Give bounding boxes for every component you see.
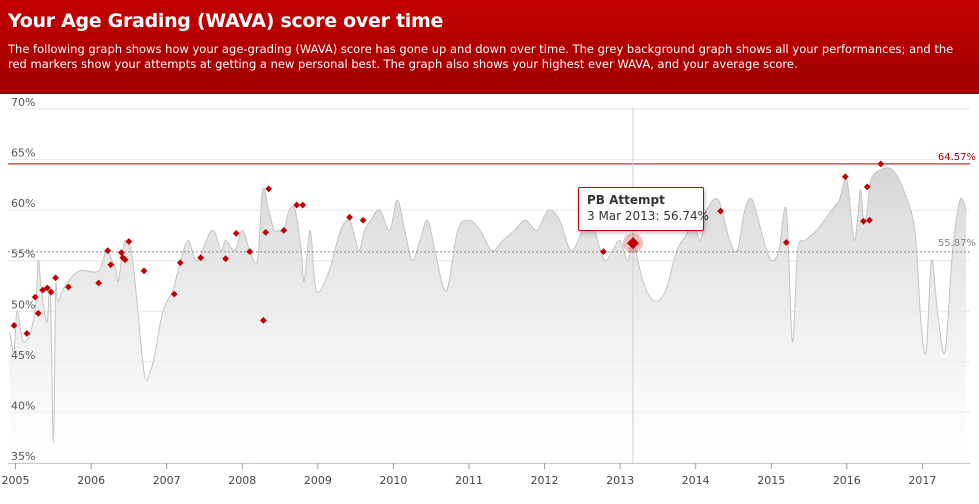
performance-area xyxy=(9,167,967,463)
x-tick-label: 2015 xyxy=(757,474,785,487)
x-tick-label: 2010 xyxy=(379,474,407,487)
x-tick-label: 2009 xyxy=(304,474,332,487)
wava-chart: 64.57% 55.87% 35% 40% 45% 50% 55% 60% 65% 70% 200… xyxy=(2,96,976,487)
pb-marker xyxy=(246,248,254,256)
pb-marker xyxy=(125,238,133,245)
pb-marker xyxy=(52,274,60,282)
pb-marker xyxy=(359,216,367,224)
pb-marker xyxy=(299,201,307,209)
y-tick-label: 35% xyxy=(11,450,35,463)
x-tick-label: 2013 xyxy=(606,474,634,487)
pb-marker xyxy=(176,259,184,267)
reference-lines: 64.57% 55.87% xyxy=(8,152,976,253)
pb-marker xyxy=(860,217,867,225)
pb-marker xyxy=(232,230,240,237)
x-tick-label: 2006 xyxy=(77,474,105,487)
max-wava-label: 64.57% xyxy=(938,152,976,163)
x-tick-label: 2012 xyxy=(531,474,559,487)
pb-marker xyxy=(119,254,127,262)
pb-marker xyxy=(265,185,273,193)
pb-marker xyxy=(197,254,205,262)
pb-marker xyxy=(117,249,125,257)
all-performances-area xyxy=(9,167,967,463)
pb-marker xyxy=(866,216,873,224)
y-tick-label: 55% xyxy=(11,248,35,261)
y-tick-label: 45% xyxy=(11,349,35,362)
pb-marker xyxy=(717,207,725,215)
pb-marker xyxy=(863,183,871,191)
x-tick-label: 2007 xyxy=(153,474,181,487)
pb-marker xyxy=(877,160,885,168)
x-tick-label: 2017 xyxy=(908,474,936,487)
pb-marker xyxy=(170,290,178,298)
axes: 35% 40% 45% 50% 55% 60% 65% 70% 2005 2006 2007 2008… xyxy=(2,96,970,487)
page-description: The following graph shows how your age-g… xyxy=(8,42,954,71)
pb-marker xyxy=(293,201,301,209)
pb-marker xyxy=(65,283,72,291)
performance-line xyxy=(9,167,967,444)
pb-marker xyxy=(140,267,148,275)
pb-marker xyxy=(222,255,230,263)
tooltip-date: 3 Mar 2013 xyxy=(587,209,656,223)
pb-marker xyxy=(841,173,849,181)
x-tick-label: 2008 xyxy=(228,474,256,487)
pb-markers xyxy=(10,160,885,337)
tooltip-value: 56.74% xyxy=(663,209,710,223)
pb-marker xyxy=(600,248,607,256)
pb-marker xyxy=(43,284,51,292)
pb-marker xyxy=(782,239,790,246)
pb-marker xyxy=(23,330,31,337)
page-title: Your Age Grading (WAVA) score over time xyxy=(8,10,444,32)
pb-marker xyxy=(107,261,115,269)
pb-marker xyxy=(121,256,129,264)
pb-marker xyxy=(104,247,112,254)
y-tick-label: 60% xyxy=(11,197,35,210)
pb-marker xyxy=(47,288,55,296)
x-tick-label: 2016 xyxy=(833,474,861,487)
tooltip-title: PB Attempt xyxy=(587,193,665,207)
pb-marker xyxy=(95,279,103,287)
y-tick-label: 65% xyxy=(11,147,35,160)
average-wava-label: 55.87% xyxy=(938,238,976,249)
x-tick-label: 2005 xyxy=(2,474,30,487)
pb-marker xyxy=(346,213,353,221)
pb-marker xyxy=(260,316,267,324)
pb-marker xyxy=(280,226,288,234)
y-tick-label: 70% xyxy=(11,96,35,109)
y-tick-label: 50% xyxy=(11,298,35,311)
page-header: Your Age Grading (WAVA) score over time … xyxy=(0,0,979,94)
pb-marker xyxy=(31,293,39,301)
pb-tooltip: PB Attempt 3 Mar 2013: 56.74% xyxy=(578,187,710,231)
y-tick-label: 40% xyxy=(11,399,35,412)
pb-marker xyxy=(10,322,18,329)
tooltip-body: 3 Mar 2013: 56.74% xyxy=(587,209,710,223)
highlighted-pb-marker xyxy=(626,237,639,250)
pb-marker xyxy=(34,309,42,317)
pb-marker xyxy=(262,228,270,236)
x-tick-label: 2014 xyxy=(682,474,710,487)
x-tick-label: 2011 xyxy=(455,474,483,487)
